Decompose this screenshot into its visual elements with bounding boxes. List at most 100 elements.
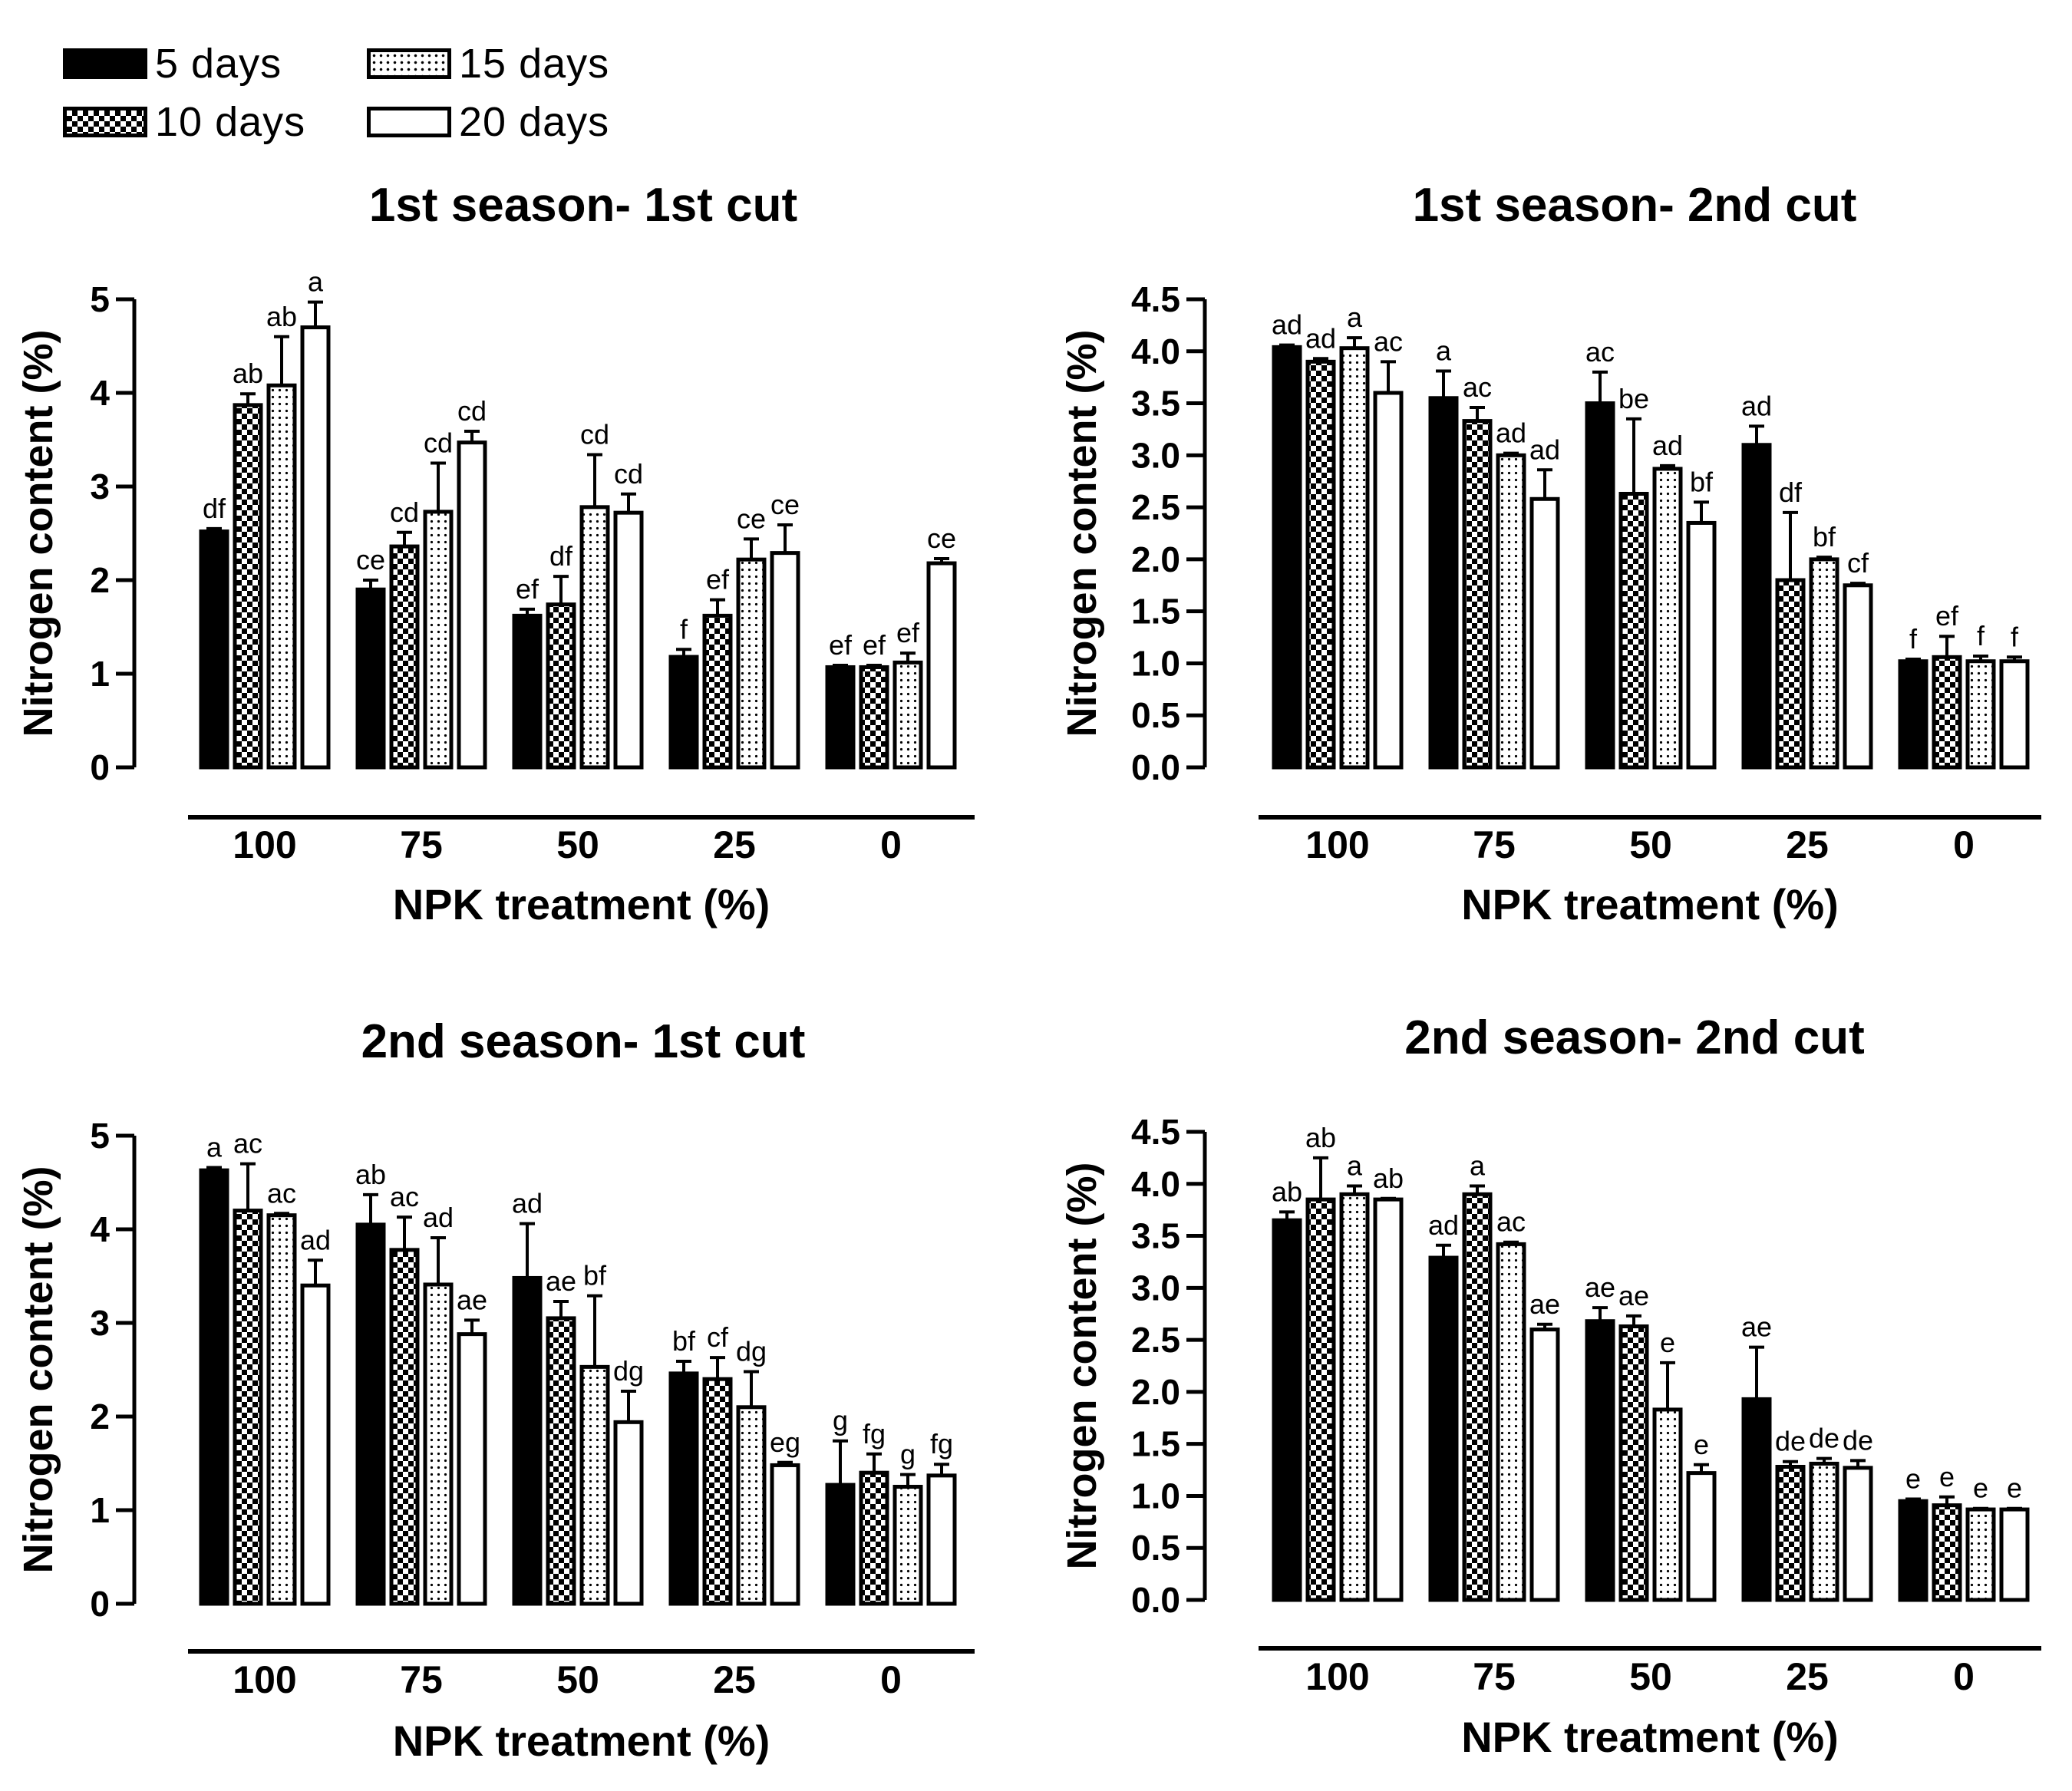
bar	[546, 1316, 576, 1606]
y-tick-label: 4.0	[1131, 331, 1180, 371]
significance-letter: cd	[457, 395, 487, 427]
y-tick-label: 0.5	[1131, 695, 1180, 735]
bar	[199, 529, 229, 770]
bar	[355, 1222, 386, 1606]
y-axis-label: Nitrogen content (%)	[1059, 330, 1105, 737]
significance-letter: g	[900, 1439, 916, 1470]
bar	[859, 1470, 889, 1606]
significance-letter: ab	[355, 1159, 386, 1190]
x-tick-label: 0	[880, 1658, 902, 1701]
significance-letter: ae	[1585, 1272, 1615, 1303]
bar	[1775, 578, 1806, 770]
bar	[1462, 419, 1493, 770]
legend-swatch-open	[367, 107, 451, 137]
significance-letter: bf	[1813, 521, 1836, 552]
significance-letter: fg	[930, 1428, 953, 1460]
bar	[1686, 520, 1717, 770]
x-axis-label: NPK treatment (%)	[1461, 1713, 1839, 1761]
significance-letter: a	[1436, 335, 1452, 367]
y-tick-label: 3	[90, 467, 110, 506]
y-tick-label: 4.5	[1131, 279, 1180, 319]
significance-letter: ae	[546, 1265, 576, 1297]
significance-letter: f	[2011, 621, 2019, 652]
y-tick-label: 5	[90, 279, 110, 319]
significance-letter: fg	[863, 1418, 886, 1450]
significance-letter: ce	[770, 489, 800, 520]
bar	[770, 551, 800, 770]
x-tick-label: 75	[1473, 823, 1516, 866]
significance-letter: ab	[1305, 1122, 1336, 1153]
significance-letter: df	[1779, 477, 1803, 508]
significance-letter: a	[206, 1131, 223, 1163]
significance-letter: eg	[770, 1427, 800, 1458]
significance-letter: ae	[457, 1284, 487, 1315]
legend: 5 days 15 days 10 days 20 days	[0, 0, 691, 153]
bar	[736, 1405, 767, 1606]
x-tick-label: 50	[1629, 823, 1672, 866]
x-tick-label: 25	[1786, 1655, 1829, 1698]
significance-letter: ae	[1529, 1288, 1560, 1320]
bar	[1305, 1197, 1336, 1602]
chart-panel-3: 2nd season- 1st cut 0 1 2 3 4 5 Nitrogen conten…	[15, 1015, 975, 1765]
significance-letter: de	[1775, 1426, 1806, 1457]
y-tick-label: 3.0	[1131, 1268, 1180, 1308]
chart-title: 2nd season- 1st cut	[361, 1015, 806, 1068]
significance-letter: cd	[614, 458, 643, 490]
significance-letter: ef	[1935, 600, 1959, 632]
legend-item-15-days: 15 days	[367, 40, 609, 87]
significance-letter: ab	[1272, 1176, 1302, 1207]
bar	[1428, 396, 1459, 770]
bar	[389, 544, 420, 770]
legend-swatch-solid	[63, 48, 147, 79]
significance-letter: cf	[1847, 547, 1869, 579]
y-tick-label: 4	[90, 373, 110, 413]
significance-letter: ef	[896, 617, 920, 648]
x-tick-label: 50	[1629, 1655, 1672, 1698]
bar	[423, 510, 454, 770]
significance-letter: e	[1905, 1463, 1921, 1495]
significance-letter: ef	[516, 573, 539, 605]
bar	[546, 602, 576, 770]
bar	[300, 325, 331, 770]
significance-letter: dg	[736, 1335, 767, 1367]
significance-letter: de	[1843, 1424, 1873, 1456]
y-axis-label: Nitrogen content (%)	[15, 1166, 61, 1574]
y-tick-label: 1	[90, 1490, 110, 1530]
bar	[1652, 467, 1683, 770]
significance-letter: a	[1470, 1149, 1486, 1181]
bar	[1898, 659, 1928, 770]
significance-letter: ad	[300, 1224, 331, 1255]
significance-letter: ac	[267, 1177, 296, 1209]
legend-item-5-days: 5 days	[63, 40, 282, 87]
y-axis-label: Nitrogen content (%)	[1059, 1163, 1105, 1570]
bar	[1965, 1507, 1996, 1602]
bar	[1373, 1197, 1404, 1602]
y-tick-label: 4	[90, 1209, 110, 1249]
bar	[613, 1420, 644, 1606]
significance-letter: ad	[1652, 430, 1683, 461]
x-tick-label: 0	[1953, 823, 1975, 866]
bar	[613, 510, 644, 770]
significance-letter: e	[1694, 1429, 1709, 1460]
significance-letter: ac	[1585, 336, 1615, 368]
y-tick-label: 3.5	[1131, 1216, 1180, 1256]
bar	[199, 1168, 229, 1606]
bar	[1618, 491, 1649, 770]
significance-letter: ac	[390, 1181, 419, 1212]
legend-item-10-days: 10 days	[63, 98, 305, 146]
bar	[300, 1283, 331, 1606]
bar	[736, 557, 767, 770]
significance-letter: ab	[1373, 1163, 1404, 1194]
x-tick-label: 100	[1305, 1655, 1369, 1698]
bar	[423, 1282, 454, 1606]
bar	[579, 1364, 610, 1606]
bar	[355, 587, 386, 770]
significance-letter: de	[1809, 1423, 1839, 1454]
significance-letter: ce	[927, 523, 956, 554]
bar	[1496, 453, 1526, 770]
y-tick-label: 3	[90, 1303, 110, 1343]
significance-letter: ad	[1272, 309, 1302, 341]
significance-letter: f	[680, 613, 688, 645]
bar	[1965, 659, 1996, 770]
bar	[1529, 496, 1560, 770]
